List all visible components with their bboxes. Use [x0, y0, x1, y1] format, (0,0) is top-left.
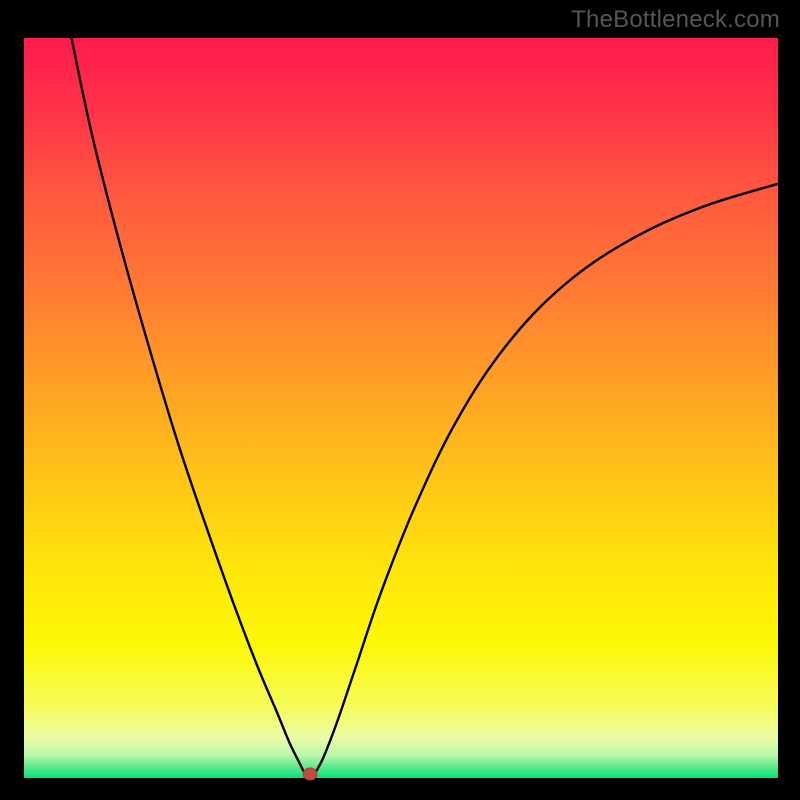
chart-frame: TheBottleneck.com: [0, 0, 800, 800]
watermark-text: TheBottleneck.com: [571, 6, 780, 34]
plot-area: [24, 38, 778, 778]
gradient-background: [24, 38, 778, 778]
minimum-marker: [302, 768, 317, 781]
